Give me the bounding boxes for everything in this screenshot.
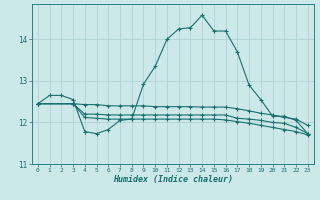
X-axis label: Humidex (Indice chaleur): Humidex (Indice chaleur) <box>113 175 233 184</box>
